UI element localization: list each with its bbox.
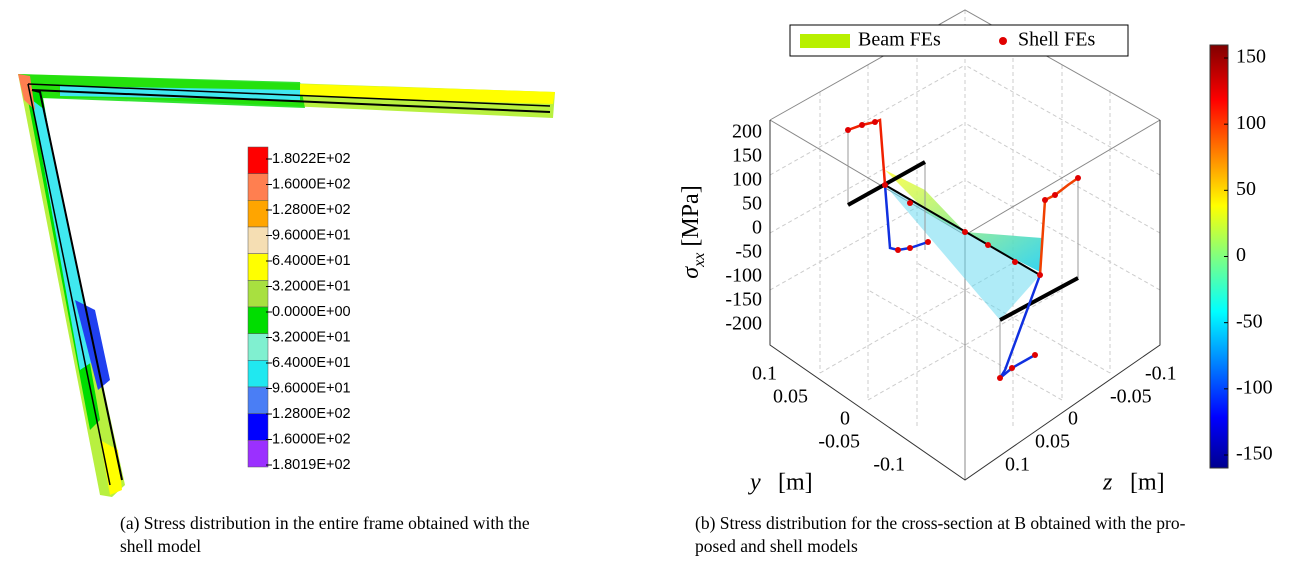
z-tick-label: 0.1 — [1005, 454, 1030, 476]
y-tick-label: 0 — [840, 408, 850, 430]
legend-swatch — [248, 147, 268, 174]
vertical-tick-label: -50 — [735, 241, 762, 263]
plot-data — [845, 119, 1081, 381]
vertical-tick-label: 0 — [752, 217, 762, 239]
y-tick-label: 0.1 — [752, 363, 777, 385]
colorbar-tick-label: -50 — [1236, 310, 1263, 332]
z-tick-label: 0.05 — [1035, 431, 1070, 453]
svg-text:σxx[MPa]: σxx[MPa] — [678, 185, 708, 278]
legend-label: Shell FEs — [1018, 29, 1095, 51]
legend-swatch — [248, 360, 268, 387]
legend-label: 1.2800E+02 — [272, 202, 351, 218]
vertical-tick-label: 100 — [732, 169, 762, 191]
y-tick-label: -0.05 — [818, 431, 860, 453]
figure: 1.8022E+02 1.6000E+02 1.2800E+02 9.6000E+01… — [0, 0, 1304, 564]
axis-subscript: xx — [691, 253, 708, 268]
legend-label: 1.8019E+02 — [272, 457, 351, 473]
legend-label: 1.6000E+02 — [272, 431, 351, 447]
caption-line: (b) Stress distribution for the cross-se… — [695, 513, 1186, 533]
legend-label: 0.0000E+00 — [272, 304, 351, 320]
vertical-tick-label: -200 — [725, 313, 762, 335]
colorbar-tick-label: 50 — [1236, 178, 1256, 200]
caption-line: (a) Stress distribution in the entire fr… — [120, 513, 530, 533]
legend-swatch — [248, 307, 268, 334]
z-tick-label: 0 — [1068, 408, 1078, 430]
captions: (a) Stress distribution in the entire fr… — [120, 513, 1186, 556]
legend-swatch — [248, 174, 268, 201]
y-axis-unit: [m] — [778, 470, 813, 496]
colorbar-tick-label: -100 — [1236, 376, 1273, 398]
vertical-tick-label: 50 — [742, 193, 762, 215]
colorbar-ticks: 150 100 50 0 -50 -100 -150 — [1224, 46, 1273, 465]
contour-legend: 1.8022E+02 1.6000E+02 1.2800E+02 9.6000E+01… — [248, 147, 351, 473]
legend-swatch — [248, 254, 268, 281]
plot-legend: Beam FEs Shell FEs — [790, 25, 1128, 56]
legend-label: 3.2000E+01 — [272, 329, 351, 345]
z-axis-unit: [m] — [1130, 470, 1165, 496]
colorbar-tick-label: 0 — [1236, 244, 1246, 266]
legend-label: 9.6000E+01 — [272, 380, 351, 396]
legend-swatch — [248, 280, 268, 307]
legend-label: 6.4000E+01 — [272, 253, 351, 269]
colorbar-tick-label: 150 — [1236, 46, 1266, 68]
legend-swatch — [248, 440, 268, 467]
legend-swatch — [248, 414, 268, 441]
z-tick-label: -0.1 — [1145, 363, 1177, 385]
vertical-tick-label: 150 — [732, 145, 762, 167]
y-tick-label: -0.1 — [873, 454, 905, 476]
caption-line: shell model — [120, 536, 201, 556]
vertical-tick-label: -100 — [725, 265, 762, 287]
vertical-tick-label: 200 — [732, 121, 762, 143]
legend-marker — [999, 37, 1007, 45]
legend-swatch — [248, 387, 268, 414]
legend-swatch — [800, 34, 850, 48]
vertical-axis-label: σxx[MPa] — [678, 185, 708, 278]
legend-label: 6.4000E+01 — [272, 355, 351, 371]
legend-swatch — [248, 334, 268, 361]
y-tick-label: 0.05 — [773, 386, 808, 408]
legend-swatch — [248, 227, 268, 254]
vertical-tick-label: -150 — [725, 289, 762, 311]
legend-label: 1.6000E+02 — [272, 176, 351, 192]
legend-label: Beam FEs — [858, 29, 941, 51]
colorbar-tick-label: -150 — [1236, 443, 1273, 465]
y-axis-symbol: y — [748, 470, 761, 496]
colorbar-tick-label: 100 — [1236, 112, 1266, 134]
z-axis-symbol: z — [1102, 470, 1113, 496]
legend-label: 9.6000E+01 — [272, 227, 351, 243]
legend-label: 1.8022E+02 — [272, 151, 351, 167]
legend-swatch — [248, 200, 268, 227]
axis-unit: [MPa] — [678, 185, 704, 246]
caption-line: posed and shell models — [695, 536, 858, 556]
z-tick-label: -0.05 — [1110, 386, 1152, 408]
legend-label: 1.2800E+02 — [272, 406, 351, 422]
legend-label: 3.2000E+01 — [272, 278, 351, 294]
